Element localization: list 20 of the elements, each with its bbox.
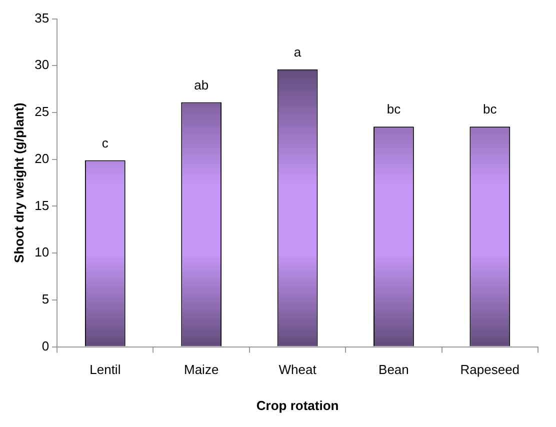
x-tick-label: Rapeseed <box>460 362 520 378</box>
y-tick-label: 10 <box>34 244 50 260</box>
annotation: c <box>102 135 109 150</box>
y-tick-label: 35 <box>34 10 50 26</box>
y-tick-label: 15 <box>34 198 50 213</box>
y-tick-label: 5 <box>42 292 50 307</box>
annotation: a <box>294 44 302 60</box>
y-tick-label: 0 <box>42 338 50 354</box>
x-tick-label: Bean <box>378 362 409 378</box>
x-tick-label: Maize <box>184 362 219 378</box>
x-axis-title: Crop rotation <box>256 398 339 413</box>
x-tick-label: Lentil <box>90 362 121 378</box>
y-axis-title: Shoot dry weight (g/plant) <box>11 102 26 263</box>
annotation: bc <box>386 102 402 117</box>
annotation: ab <box>194 77 209 92</box>
y-tick-label: 25 <box>34 104 50 120</box>
annotation: bc <box>483 102 498 117</box>
y-tick-label: 20 <box>34 150 50 166</box>
y-tick-label: 30 <box>34 57 50 72</box>
x-tick-label: Wheat <box>278 362 317 378</box>
